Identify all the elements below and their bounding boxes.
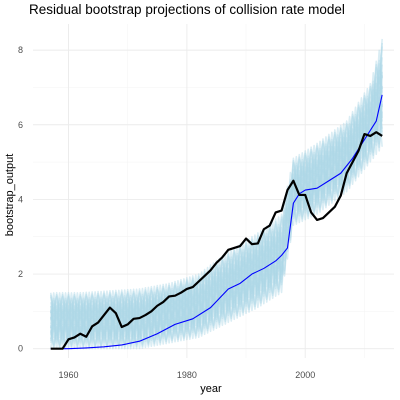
- bootstrap-band: [49, 38, 383, 350]
- y-tick-label: 2: [18, 269, 23, 279]
- bootstrap-line: [49, 100, 383, 346]
- series-fitted-line: [50, 94, 383, 350]
- bootstrap-line: [49, 38, 383, 312]
- y-tick-label: 6: [18, 120, 23, 130]
- bootstrap-line: [49, 86, 383, 339]
- y-tick-label: 4: [18, 194, 23, 204]
- series-observed-line: [50, 131, 383, 350]
- grid: [33, 24, 394, 358]
- x-axis-label: year: [200, 383, 222, 395]
- bootstrap-line: [49, 86, 383, 335]
- bootstrap-line: [49, 63, 383, 322]
- bootstrap-line: [49, 49, 383, 314]
- chart-title: Residual bootstrap projections of collis…: [29, 2, 345, 17]
- bootstrap-line: [49, 64, 383, 327]
- series-lines: [50, 94, 383, 350]
- x-tick-label: 2000: [295, 370, 315, 380]
- bootstrap-line: [49, 57, 383, 324]
- bootstrap-line: [49, 75, 383, 333]
- bootstrap-line: [49, 96, 383, 340]
- bootstrap-line: [49, 46, 383, 318]
- bootstrap-line: [49, 111, 383, 350]
- tick-labels: 1960 1980 2000 0 2 4 6 8: [18, 45, 315, 380]
- y-tick-label: 8: [18, 45, 23, 55]
- y-axis-label: bootstrap_output: [4, 154, 16, 237]
- x-tick-label: 1980: [177, 370, 197, 380]
- x-tick-label: 1960: [58, 370, 78, 380]
- bootstrap-line: [49, 113, 383, 350]
- y-tick-label: 0: [18, 344, 23, 354]
- bootstrap-line: [49, 69, 383, 326]
- bootstrap-line: [49, 71, 383, 331]
- bootstrap-line: [49, 59, 383, 320]
- bootstrap-line: [49, 100, 383, 342]
- bootstrap-line: [49, 89, 383, 337]
